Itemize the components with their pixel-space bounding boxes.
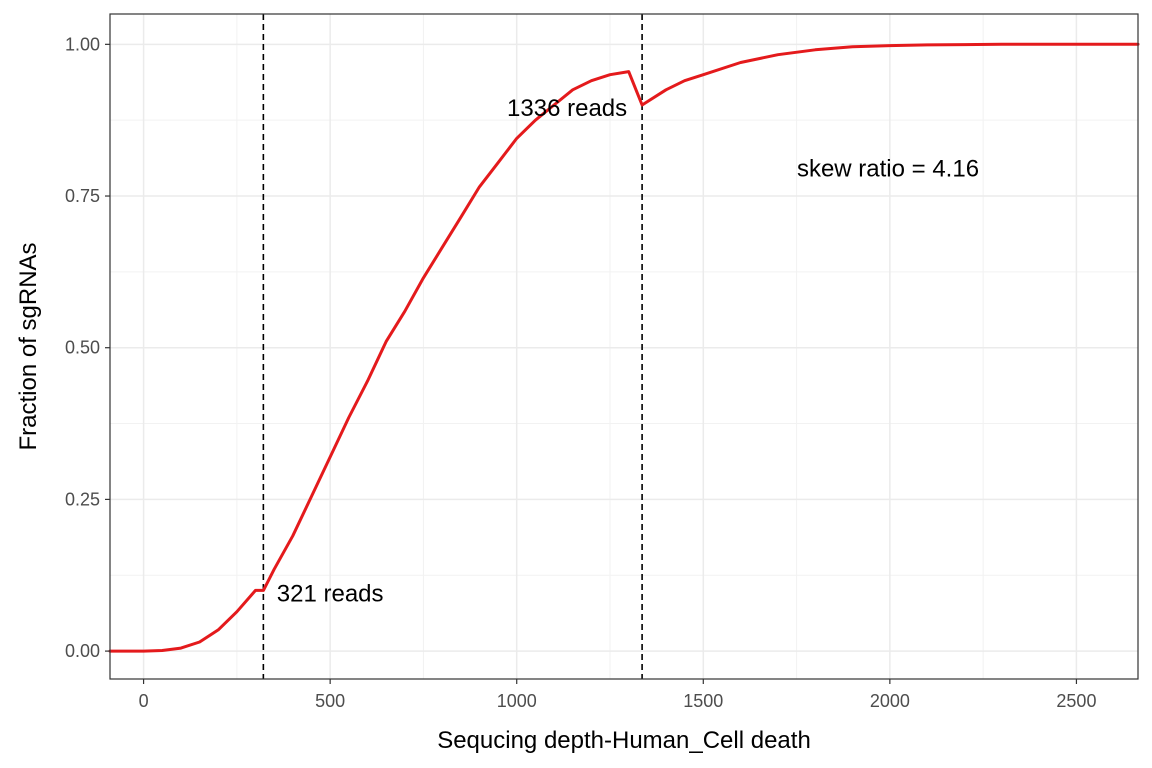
y-axis-ticks: 0.00 0.25 0.50 0.75 1.00 (65, 34, 110, 661)
x-axis-ticks: 0 500 1000 1500 2000 2500 (139, 679, 1096, 711)
annotation-label: skew ratio = 4.16 (797, 156, 979, 183)
major-gridlines (110, 14, 1138, 679)
y-tick-label: 0.50 (65, 338, 100, 358)
y-tick-label: 1.00 (65, 34, 100, 54)
minor-gridlines (110, 14, 1138, 679)
data-series (108, 42, 1140, 653)
annotations: 321 reads 1336 reads skew ratio = 4.16 (277, 95, 979, 607)
x-axis-title: Sequcing depth-Human_Cell death (437, 727, 811, 754)
annotation-label: 1336 reads (507, 95, 627, 122)
y-tick-label: 0.00 (65, 641, 100, 661)
x-tick-label: 2500 (1056, 691, 1096, 711)
x-tick-label: 500 (315, 691, 345, 711)
series-line (108, 42, 1140, 653)
x-tick-label: 2000 (870, 691, 910, 711)
y-tick-label: 0.25 (65, 489, 100, 509)
reference-lines (262, 14, 643, 679)
panel-border (109, 13, 1139, 680)
x-tick-label: 0 (139, 691, 149, 711)
y-tick-label: 0.75 (65, 186, 100, 206)
x-tick-label: 1000 (497, 691, 537, 711)
x-tick-label: 1500 (683, 691, 723, 711)
annotation-label: 321 reads (277, 580, 384, 607)
y-axis-title: Fraction of sgRNAs (15, 242, 42, 450)
